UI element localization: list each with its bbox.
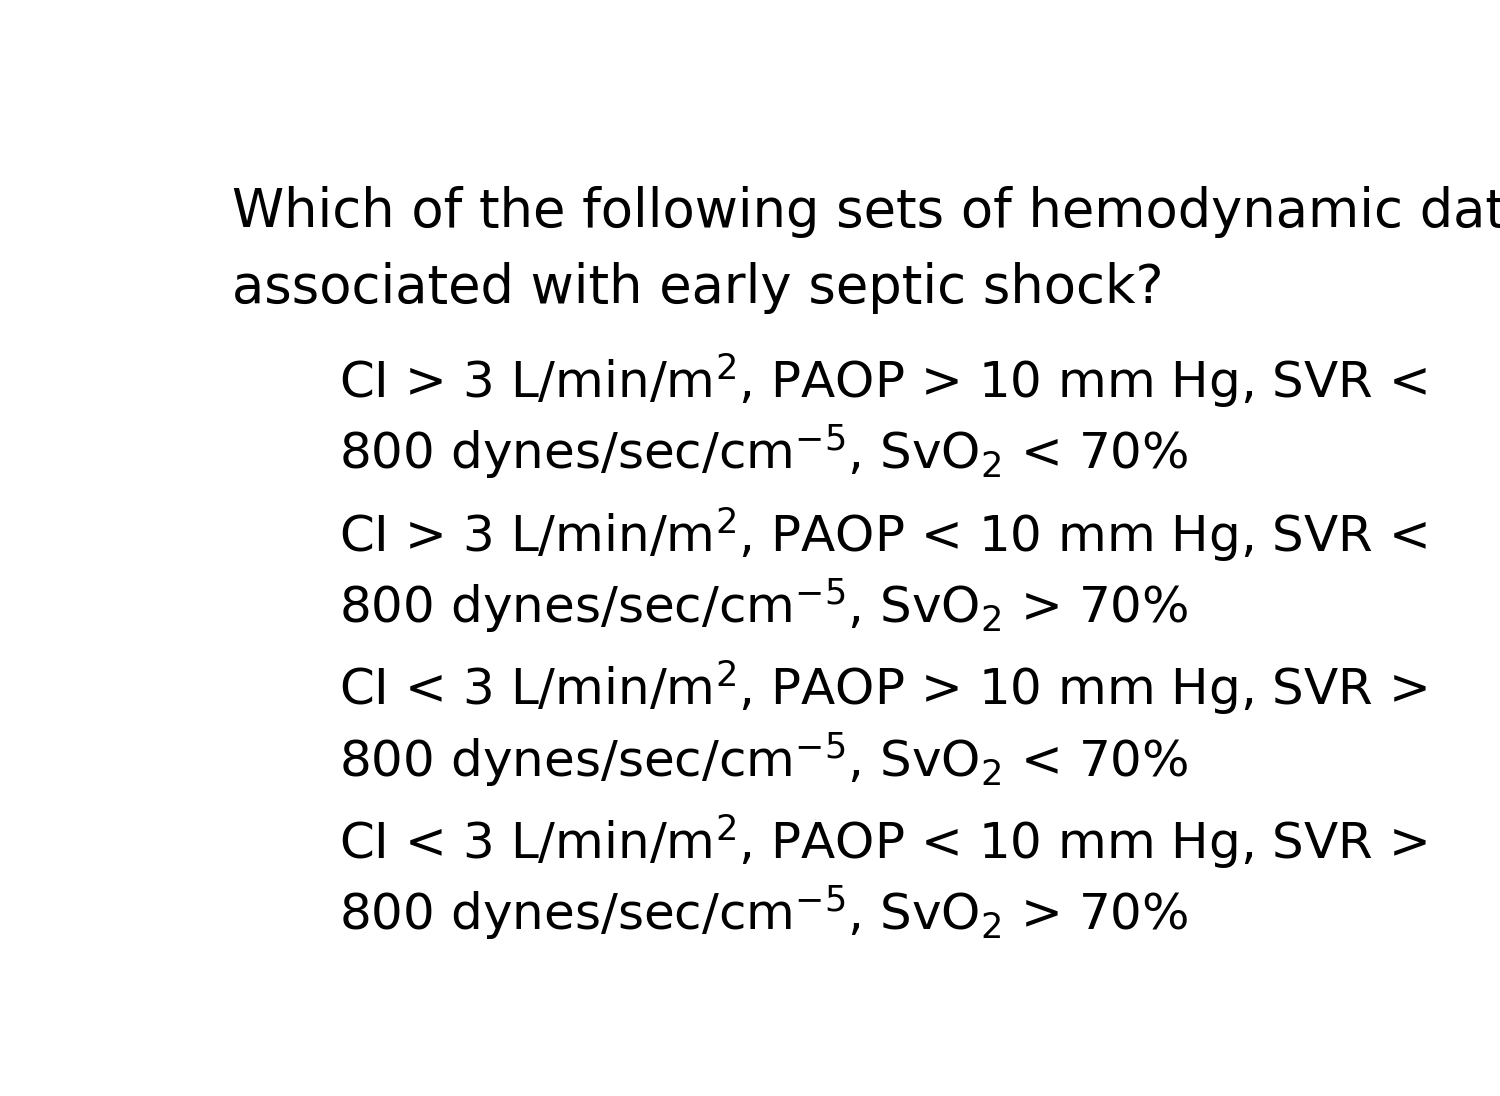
- Text: 800 dynes/sec/cm$^{-5}$, SvO$_{2}$ < 70%: 800 dynes/sec/cm$^{-5}$, SvO$_{2}$ < 70%: [339, 730, 1188, 789]
- Text: 800 dynes/sec/cm$^{-5}$, SvO$_{2}$ < 70%: 800 dynes/sec/cm$^{-5}$, SvO$_{2}$ < 70%: [339, 423, 1188, 482]
- Text: CI > 3 L/min/m$^{2}$, PAOP > 10 mm Hg, SVR <: CI > 3 L/min/m$^{2}$, PAOP > 10 mm Hg, S…: [339, 351, 1426, 410]
- Text: CI < 3 L/min/m$^{2}$, PAOP < 10 mm Hg, SVR >: CI < 3 L/min/m$^{2}$, PAOP < 10 mm Hg, S…: [339, 812, 1426, 870]
- Text: 800 dynes/sec/cm$^{-5}$, SvO$_{2}$ > 70%: 800 dynes/sec/cm$^{-5}$, SvO$_{2}$ > 70%: [339, 576, 1188, 636]
- Text: CI < 3 L/min/m$^{2}$, PAOP > 10 mm Hg, SVR >: CI < 3 L/min/m$^{2}$, PAOP > 10 mm Hg, S…: [339, 658, 1426, 717]
- Text: Which of the following sets of hemodynamic data is: Which of the following sets of hemodynam…: [231, 186, 1500, 238]
- Text: CI > 3 L/min/m$^{2}$, PAOP < 10 mm Hg, SVR <: CI > 3 L/min/m$^{2}$, PAOP < 10 mm Hg, S…: [339, 504, 1426, 563]
- Text: associated with early septic shock?: associated with early septic shock?: [231, 262, 1162, 315]
- Text: 800 dynes/sec/cm$^{-5}$, SvO$_{2}$ > 70%: 800 dynes/sec/cm$^{-5}$, SvO$_{2}$ > 70%: [339, 883, 1188, 944]
